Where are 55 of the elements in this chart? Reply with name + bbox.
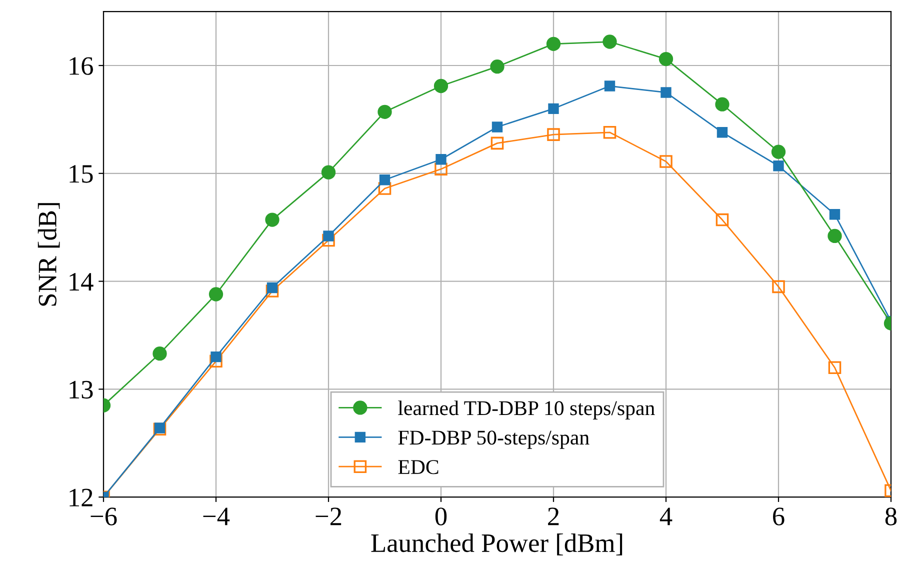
point — [602, 34, 617, 49]
point — [265, 212, 280, 227]
point — [772, 280, 785, 294]
x-tick-label: 0 — [435, 508, 447, 526]
point — [378, 182, 392, 195]
point — [152, 346, 167, 361]
point — [660, 155, 672, 168]
point — [378, 104, 392, 119]
point — [604, 80, 616, 92]
point — [266, 284, 279, 298]
y-tick-label: 12 — [70, 488, 92, 506]
point — [716, 213, 729, 226]
point — [658, 52, 674, 66]
x-tick-label: 4 — [660, 508, 672, 526]
x-tick-label: 8 — [885, 508, 897, 526]
point — [828, 361, 842, 374]
y-tick-label: 15 — [70, 165, 93, 183]
x-tick-label: 2 — [548, 508, 559, 526]
point — [434, 162, 448, 176]
point — [434, 78, 448, 94]
legend-label: learned TD-DBP 10 steps/span — [398, 400, 655, 420]
legend-label: FD-DBP 50-steps/span — [398, 430, 590, 449]
point — [546, 36, 561, 52]
point — [771, 144, 786, 159]
point — [603, 126, 616, 139]
point — [660, 87, 672, 98]
point — [773, 160, 784, 172]
point — [548, 103, 559, 114]
point — [321, 165, 336, 180]
point — [322, 234, 335, 247]
point — [715, 97, 730, 112]
point — [436, 154, 446, 165]
point — [323, 230, 334, 242]
point — [208, 287, 224, 302]
x-tick-label: 6 — [773, 508, 784, 526]
legend-label: EDC — [398, 460, 438, 474]
point — [210, 351, 222, 362]
y-tick-label: 14 — [70, 273, 94, 290]
x-tick-label: −6 — [90, 508, 117, 526]
y-axis-title: SNR [dB] — [38, 203, 60, 306]
point — [490, 136, 504, 150]
point — [492, 122, 503, 132]
x-tick-label: −2 — [316, 508, 342, 526]
point — [828, 228, 842, 244]
point — [716, 127, 728, 138]
point — [547, 128, 560, 141]
y-tick-label: 13 — [70, 380, 93, 399]
point — [266, 282, 278, 294]
y-tick-label: 16 — [70, 57, 93, 75]
point — [379, 174, 390, 186]
point — [829, 209, 840, 220]
x-axis-title: Launched Power [dBm] — [371, 534, 622, 556]
point — [210, 354, 222, 368]
point — [490, 60, 504, 74]
x-tick-label: −4 — [203, 508, 230, 526]
